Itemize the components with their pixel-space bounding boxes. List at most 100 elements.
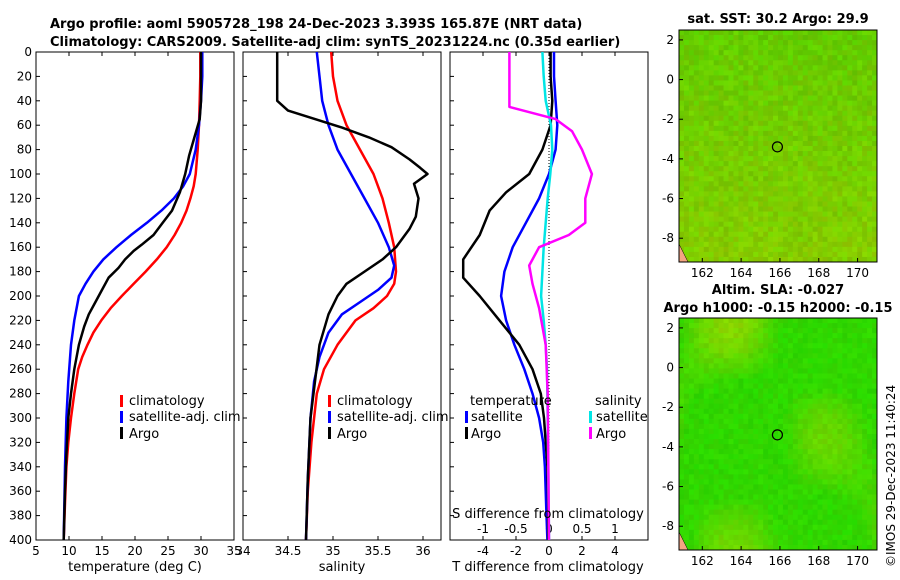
sst-cell xyxy=(847,236,853,243)
sst-cell xyxy=(688,130,695,137)
sst-cell xyxy=(842,256,848,263)
sst-cell xyxy=(693,50,700,56)
sst-cell xyxy=(773,80,779,86)
sst-cell xyxy=(837,186,843,192)
sla-cell xyxy=(703,454,710,460)
sst-cell xyxy=(733,120,739,127)
sst-cell xyxy=(872,125,878,132)
sla-cell xyxy=(738,454,744,460)
sla-cell xyxy=(862,368,868,374)
sla-cell xyxy=(753,474,759,480)
sst-cell xyxy=(778,30,784,36)
sla-cell xyxy=(857,373,863,379)
sla-cell xyxy=(708,509,715,516)
sst-cell xyxy=(708,241,715,248)
y-tick-label: 280 xyxy=(9,387,32,401)
sla-cell xyxy=(797,484,804,490)
sst-cell xyxy=(683,75,690,81)
sla-cell xyxy=(807,418,814,425)
x-tick-label: -2 xyxy=(510,544,522,558)
sla-cell xyxy=(832,524,838,531)
sst-cell xyxy=(753,70,759,76)
sst-cell xyxy=(817,75,823,81)
sla-cell xyxy=(708,363,715,369)
sst-cell xyxy=(753,246,759,253)
sst-cell xyxy=(768,140,774,147)
sla-cell xyxy=(802,474,809,480)
sst-cell xyxy=(857,60,863,66)
sst-cell xyxy=(778,191,784,197)
sst-cell xyxy=(847,140,853,147)
sst-cell xyxy=(867,236,873,243)
sst-cell xyxy=(748,221,754,228)
sst-cell xyxy=(792,35,799,41)
sla-cell xyxy=(688,428,695,435)
sla-cell xyxy=(703,343,710,349)
sla-cell xyxy=(753,333,759,339)
sst-cell xyxy=(718,226,724,233)
sst-cell xyxy=(748,85,754,91)
sla-cell xyxy=(698,484,705,490)
imos-watermark: ©IMOS 29-Dec-2023 11:40:24 xyxy=(884,385,898,567)
sst-cell xyxy=(738,130,744,137)
sla-cell xyxy=(832,343,838,349)
sst-cell xyxy=(797,30,804,36)
sla-cell xyxy=(867,318,873,324)
sla-cell xyxy=(693,459,700,465)
sst-cell xyxy=(738,176,744,182)
sst-cell xyxy=(768,191,774,197)
lon-tick-label: 162 xyxy=(691,266,714,280)
sst-cell xyxy=(693,55,700,61)
sst-cell xyxy=(837,236,843,243)
sst-cell xyxy=(723,206,729,212)
sst-cell xyxy=(723,60,729,66)
sst-cell xyxy=(797,60,804,66)
sst-cell xyxy=(733,95,739,102)
sla-cell xyxy=(753,383,759,390)
sla-cell xyxy=(847,378,853,384)
sla-cell xyxy=(723,393,729,400)
sla-cell xyxy=(832,423,838,430)
sst-cell xyxy=(797,216,804,223)
sst-cell xyxy=(787,146,794,152)
sla-cell xyxy=(688,418,695,425)
series-line-s-argo xyxy=(508,52,594,540)
sst-cell xyxy=(778,246,784,253)
sla-cell xyxy=(693,439,700,445)
sla-cell xyxy=(713,469,719,475)
sla-cell xyxy=(723,358,729,364)
sst-cell xyxy=(792,151,799,157)
sst-cell xyxy=(708,100,715,107)
sla-cell xyxy=(773,454,779,460)
sst-cell xyxy=(733,130,739,137)
sla-cell xyxy=(802,464,809,470)
sst-cell xyxy=(802,35,809,41)
sla-cell xyxy=(862,328,868,334)
sst-cell xyxy=(718,85,724,91)
sst-cell xyxy=(743,135,749,142)
sst-cell xyxy=(718,90,724,96)
sst-cell xyxy=(698,146,705,152)
sla-cell xyxy=(812,423,818,430)
sst-cell xyxy=(778,181,784,187)
sla-cell xyxy=(768,353,774,359)
sla-cell xyxy=(792,363,799,369)
sst-cell xyxy=(862,216,868,223)
sla-cell xyxy=(792,418,799,425)
sla-cell xyxy=(698,323,705,329)
sla-cell xyxy=(679,428,685,435)
sst-cell xyxy=(867,256,873,263)
sst-cell xyxy=(758,90,764,96)
sla-cell xyxy=(713,348,719,354)
sst-cell xyxy=(822,256,828,263)
sla-cell xyxy=(703,418,710,425)
sla-cell xyxy=(718,428,724,435)
s-difference-xlabel: S difference from climatology xyxy=(452,507,644,522)
sla-cell xyxy=(837,544,843,551)
sla-cell xyxy=(802,343,809,349)
sst-cell xyxy=(728,75,734,81)
sla-cell xyxy=(773,509,779,516)
sst-cell xyxy=(847,231,853,238)
sst-cell xyxy=(713,140,719,147)
sst-cell xyxy=(753,125,759,132)
